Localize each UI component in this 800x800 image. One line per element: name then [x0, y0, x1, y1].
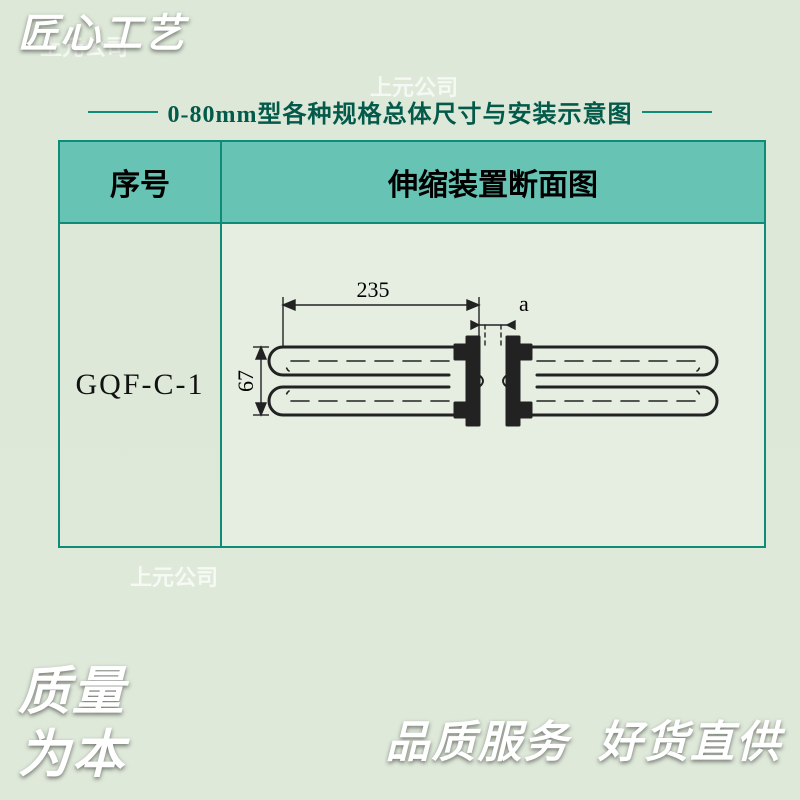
expansion-joint-diagram: 235 a: [223, 225, 763, 545]
badge-bottom-right: 品质服务 好货直供: [386, 717, 782, 770]
title-rule-left: [88, 111, 158, 113]
col-header-index: 序号: [59, 141, 221, 223]
row-label: GQF-C-1: [59, 223, 221, 547]
page-title: 0-80mm型各种规格总体尺寸与安装示意图: [168, 94, 633, 129]
badge-top-left: 匠心工艺: [18, 10, 186, 58]
page-root: 上元公司 上元公司 上元公司 上元公司 上元公司 0-80mm型各种规格总体尺寸…: [0, 0, 800, 800]
dim-gap-label: a: [519, 291, 529, 316]
diagram-cell: 235 a: [221, 223, 765, 547]
col-header-diagram: 伸缩装置断面图: [221, 141, 765, 223]
spec-table: 序号 伸缩装置断面图 GQF-C-1: [58, 140, 766, 548]
table-header-row: 序号 伸缩装置断面图: [59, 141, 765, 223]
title-rule-right: [642, 111, 712, 113]
dim-width-label: 235: [357, 277, 390, 302]
title-bar: 0-80mm型各种规格总体尺寸与安装示意图: [0, 94, 800, 129]
dim-height-label: 67: [233, 370, 258, 392]
watermark: 上元公司: [130, 560, 218, 592]
table-row: GQF-C-1: [59, 223, 765, 547]
badge-bottom-left: 质量 为本: [18, 661, 126, 786]
